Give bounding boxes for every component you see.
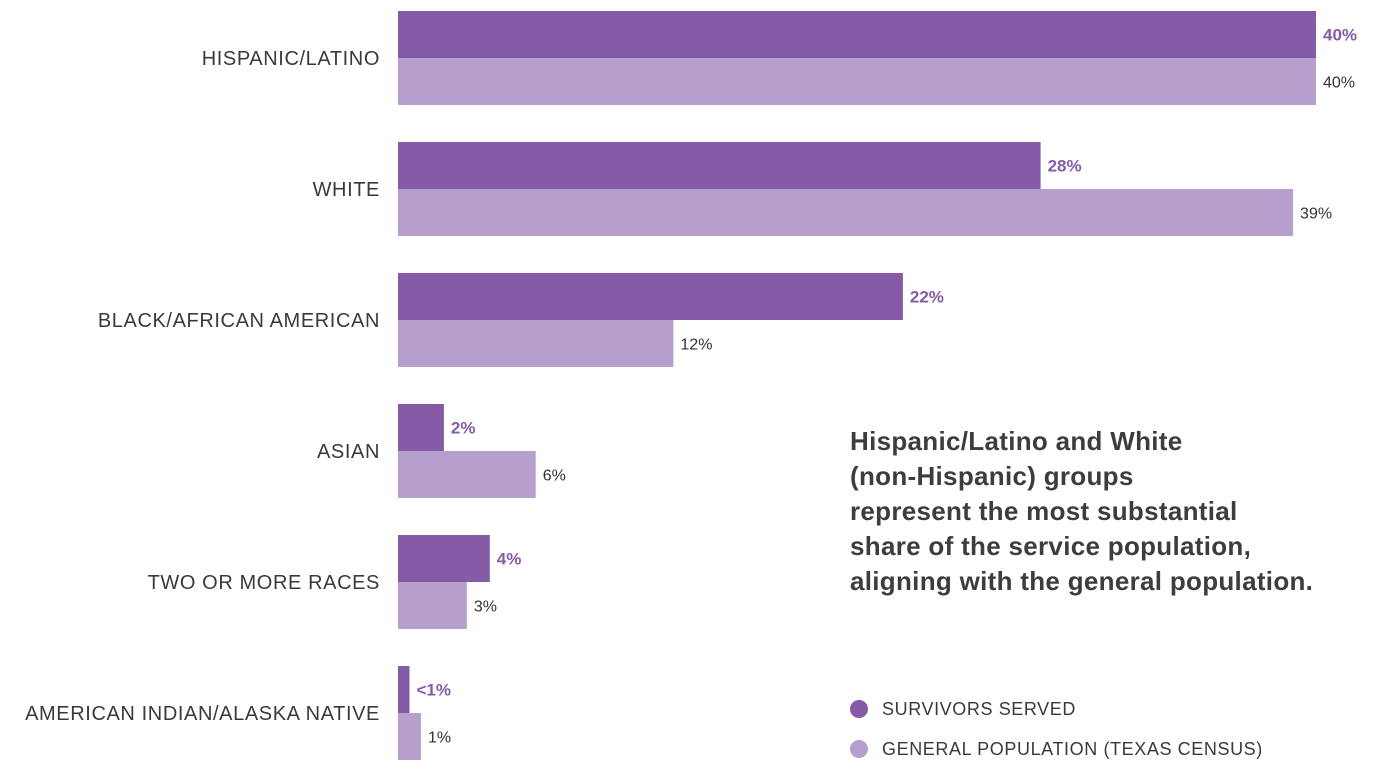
- bar-general-population: [398, 189, 1294, 236]
- legend-label: SURVIVORS SERVED: [882, 698, 1076, 719]
- legend-item-survivors: SURVIVORS SERVED: [850, 695, 1263, 723]
- callout-line: (non-Hispanic) groups: [850, 461, 1134, 491]
- category-label: AMERICAN INDIAN/ALASKA NATIVE: [25, 703, 380, 725]
- legend-dot-icon: [850, 740, 868, 758]
- category-label: WHITE: [313, 179, 380, 201]
- bar-survivors-served: [398, 666, 410, 713]
- bar-general-population: [398, 320, 674, 367]
- data-label-survivors: 40%: [1323, 26, 1357, 45]
- callout-text: Hispanic/Latino and White (non-Hispanic)…: [850, 424, 1370, 599]
- data-label-survivors: 4%: [497, 550, 522, 569]
- callout-line: Hispanic/Latino and White: [850, 426, 1183, 456]
- bar-survivors-served: [398, 404, 444, 451]
- bar-survivors-served: [398, 273, 903, 320]
- category-label: ASIAN: [317, 441, 380, 463]
- callout-line: represent the most substantial: [850, 496, 1238, 526]
- legend: SURVIVORS SERVED GENERAL POPULATION (TEX…: [850, 695, 1263, 775]
- callout-line: aligning with the general population.: [850, 566, 1314, 596]
- bar-general-population: [398, 451, 536, 498]
- category-label: HISPANIC/LATINO: [202, 48, 380, 70]
- bar-survivors-served: [398, 11, 1316, 58]
- data-label-general-population: 40%: [1323, 75, 1355, 92]
- data-label-general-population: 6%: [543, 468, 566, 485]
- legend-item-general-population: GENERAL POPULATION (TEXAS CENSUS): [850, 735, 1263, 763]
- data-label-general-population: 1%: [428, 730, 451, 747]
- bar-general-population: [398, 58, 1316, 105]
- data-label-general-population: 3%: [474, 599, 497, 616]
- data-label-general-population: 12%: [680, 337, 712, 354]
- data-label-general-population: 39%: [1300, 206, 1332, 223]
- bar-survivors-served: [398, 535, 490, 582]
- callout-line: share of the service population,: [850, 531, 1252, 561]
- data-label-survivors: <1%: [416, 681, 451, 700]
- data-label-survivors: 2%: [451, 419, 476, 438]
- data-label-survivors: 28%: [1048, 157, 1082, 176]
- data-label-survivors: 22%: [910, 288, 944, 307]
- bar-general-population: [398, 582, 467, 629]
- category-label: BLACK/AFRICAN AMERICAN: [98, 310, 380, 332]
- category-label: TWO OR MORE RACES: [148, 572, 380, 594]
- bar-general-population: [398, 713, 421, 760]
- legend-label: GENERAL POPULATION (TEXAS CENSUS): [882, 738, 1263, 759]
- legend-dot-icon: [850, 700, 868, 718]
- bar-survivors-served: [398, 142, 1041, 189]
